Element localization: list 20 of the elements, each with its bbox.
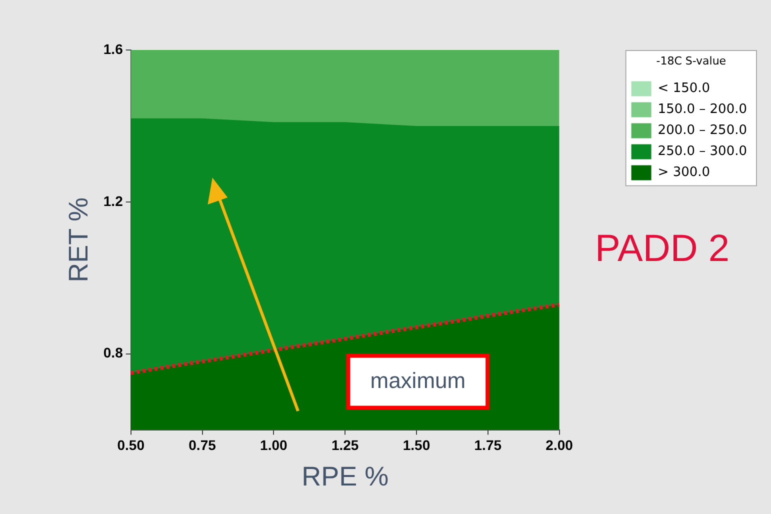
y-tick-label: 1.6 — [103, 40, 124, 57]
x-tick-label: 1.75 — [474, 437, 502, 454]
x-tick-label: 0.50 — [117, 437, 145, 454]
x-axis-title: RPE % — [302, 461, 389, 492]
x-tick-label: 1.25 — [331, 437, 359, 454]
legend-label: < 150.0 — [658, 81, 710, 96]
y-tick-label: 0.8 — [103, 344, 124, 361]
x-tick-label: 2.00 — [546, 437, 574, 454]
y-axis-title: RET % — [64, 197, 94, 282]
legend-label: 150.0 – 200.0 — [658, 102, 748, 118]
legend-label: 250.0 – 300.0 — [658, 144, 748, 160]
legend-label: > 300.0 — [658, 165, 710, 180]
annotation: maximum — [370, 368, 466, 393]
y-tick-label: 1.2 — [103, 192, 124, 209]
legend-title: -18C S-value — [656, 54, 726, 68]
text: PADD 2 — [595, 228, 730, 271]
x-tick-label: 1.00 — [260, 437, 288, 454]
x-tick-label: 1.50 — [402, 437, 430, 454]
x-tick-label: 0.75 — [188, 437, 216, 454]
legend-label: 200.0 – 250.0 — [658, 123, 748, 138]
